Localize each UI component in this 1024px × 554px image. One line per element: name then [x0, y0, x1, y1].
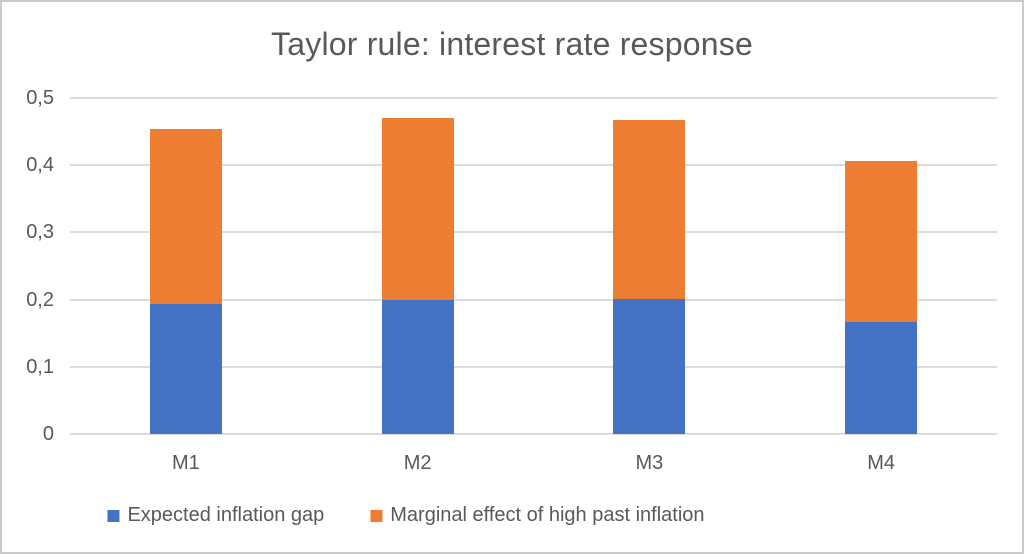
y-axis-tick-label: 0,4	[26, 154, 54, 177]
gridline	[70, 433, 997, 435]
legend-swatch-icon	[107, 509, 120, 522]
x-axis-category-label: M4	[867, 452, 896, 474]
y-axis-tick-label: 0,3	[26, 221, 54, 244]
bar-segment	[613, 298, 686, 434]
legend-label: Expected inflation gap	[127, 504, 325, 526]
legend: Expected inflation gap Marginal effect of…	[107, 504, 705, 527]
bar-segment	[149, 128, 222, 304]
x-axis-category-label: M2	[403, 452, 432, 474]
chart-title: Taylor rule: interest rate response	[271, 26, 753, 62]
x-axis-category-label: M1	[171, 452, 200, 474]
bar-m2	[381, 118, 454, 434]
plot-area	[70, 97, 997, 435]
y-axis-tick-label: 0,2	[26, 288, 54, 311]
y-axis-tick-label: 0,1	[26, 355, 54, 378]
bar-segment	[845, 322, 918, 434]
legend-swatch-icon	[370, 509, 383, 522]
legend-entry: Marginal effect of high past inflation	[370, 504, 705, 527]
gridline	[70, 164, 997, 167]
legend-label: Marginal effect of high past inflation	[390, 504, 705, 526]
bar-segment	[845, 160, 918, 323]
x-axis-category-label: M3	[635, 452, 664, 474]
bar-m4	[845, 160, 918, 434]
gridline	[70, 298, 997, 301]
x-axis-labels: M1 M2 M3 M4	[70, 452, 997, 478]
bar-segment	[613, 120, 686, 299]
bar-segment	[381, 118, 454, 300]
bar-m3	[613, 120, 686, 434]
bar-segment	[381, 299, 454, 434]
y-axis-tick-label: 0	[42, 423, 54, 445]
legend-entry: Expected inflation gap	[107, 504, 324, 527]
bar-segment	[149, 303, 222, 434]
gridline	[70, 97, 997, 99]
y-axis-tick-label: 0,5	[26, 87, 54, 109]
gridline	[70, 365, 997, 368]
gridline	[70, 231, 997, 234]
bar-m1	[149, 128, 222, 434]
